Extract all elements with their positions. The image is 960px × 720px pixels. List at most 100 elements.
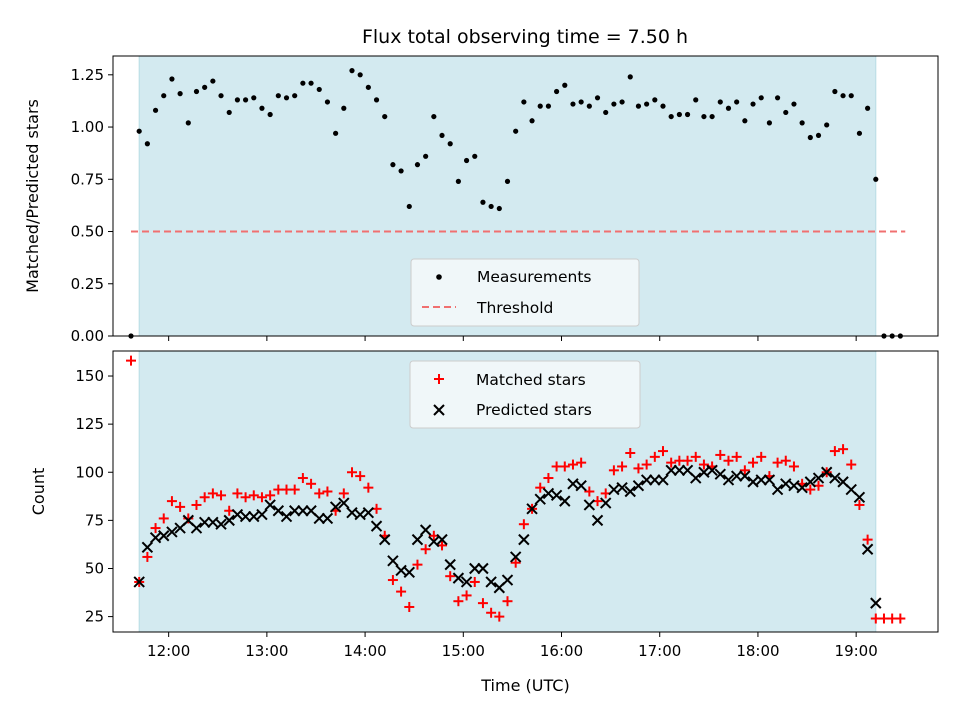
y-tick-label: 150 <box>75 367 104 385</box>
measurement-point <box>136 128 142 134</box>
predicted-star-point <box>501 574 514 586</box>
x-tick-label: 12:00 <box>147 642 190 660</box>
measurement-point <box>545 103 552 109</box>
predicted-star-point <box>428 535 440 548</box>
matched-star-point <box>895 613 906 624</box>
matched-star-point <box>322 486 333 497</box>
legend-measurements-label: Measurements <box>477 268 592 286</box>
legend-plus-glyph <box>434 374 444 384</box>
measurement-point <box>684 111 691 118</box>
measurement-point <box>431 113 437 120</box>
bottom-legend-box <box>409 360 641 429</box>
x-stroke <box>591 514 604 527</box>
measurement-point <box>447 141 453 147</box>
matched-star-point <box>559 461 570 472</box>
measurement-point <box>234 97 241 103</box>
y-tick-label: 1.00 <box>71 118 104 136</box>
predicted-star-point <box>460 576 473 588</box>
predicted-star-point <box>853 491 866 503</box>
predicted-star-point <box>518 533 530 546</box>
matched-star-point <box>846 459 857 470</box>
measurement-point <box>701 113 707 120</box>
matched-star-point <box>363 482 374 493</box>
predicted-star-point <box>665 464 677 477</box>
predicted-star-point <box>820 466 833 478</box>
measurement-point <box>218 93 224 99</box>
bottom-axes-frame <box>112 350 939 633</box>
y-tick-label: 50 <box>85 559 104 577</box>
measurement-points <box>128 68 903 339</box>
measurement-point <box>210 78 216 84</box>
x-stroke <box>804 476 817 488</box>
x-stroke <box>624 485 636 498</box>
predicted-star-point <box>870 597 882 609</box>
x-stroke <box>280 510 293 523</box>
measurement-point <box>226 109 232 116</box>
predicted-star-point <box>722 474 735 486</box>
x-stroke <box>370 520 383 532</box>
matched-star-point <box>854 499 865 510</box>
x-stroke <box>305 505 317 517</box>
bottom-panel: 25 50 75 100 125 150 12:00 13:00 14:00 15:00 16:0… <box>29 350 939 695</box>
x-stroke <box>673 464 686 477</box>
x-stroke <box>190 522 203 534</box>
measurement-point <box>349 68 355 74</box>
bottom-legend: Matched stars Predicted stars <box>409 360 641 429</box>
x-stroke <box>501 574 514 586</box>
x-stroke <box>436 533 448 546</box>
measurement-point <box>693 97 699 103</box>
matched-star-point <box>256 492 267 503</box>
x-tick-label: 19:00 <box>835 642 878 660</box>
predicted-star-point <box>788 480 800 492</box>
x-stroke <box>198 516 211 529</box>
matched-star-point <box>314 488 325 499</box>
predicted-star-point <box>509 551 522 563</box>
x-stroke <box>640 474 653 486</box>
measurement-point <box>373 97 380 103</box>
predicted-star-point <box>763 474 776 486</box>
measurement-point <box>644 101 650 107</box>
measurement-point <box>259 105 265 111</box>
matched-star-point <box>723 455 734 466</box>
matched-star-point <box>576 457 587 468</box>
y-tick-label: 0.75 <box>71 170 104 188</box>
matched-star-point <box>690 451 701 462</box>
matched-star-point <box>567 459 578 470</box>
predicted-star-point <box>231 508 244 521</box>
predicted-star-point <box>690 472 702 484</box>
x-stroke <box>722 474 735 486</box>
bottom-x-ticks: 12:00 13:00 14:00 15:00 16:00 17:00 18:00 19:00 <box>147 632 878 660</box>
legend-threshold-label: Threshold <box>476 299 553 317</box>
x-stroke <box>452 572 465 584</box>
matched-star-point <box>265 490 276 501</box>
measurement-point <box>414 162 421 168</box>
measurement-point <box>660 103 666 109</box>
x-stroke <box>559 495 571 507</box>
predicted-star-point <box>755 474 767 486</box>
x-stroke <box>313 512 325 525</box>
predicted-star-point <box>469 562 481 575</box>
x-stroke <box>141 541 154 554</box>
measurement-point <box>586 103 592 109</box>
measurement-point <box>635 103 642 109</box>
measurement-point <box>758 95 764 101</box>
top-y-axis-label: Matched/Predicted stars <box>23 99 42 293</box>
x-stroke <box>780 478 792 490</box>
x-stroke <box>861 543 874 555</box>
predicted-star-point <box>575 480 587 492</box>
x-stroke <box>812 472 825 484</box>
matched-star-point <box>387 575 398 586</box>
predicted-star-point <box>411 533 424 546</box>
measurement-point <box>439 132 445 139</box>
predicted-star-point <box>771 483 784 496</box>
matched-star-point <box>772 457 783 468</box>
predicted-star-point <box>133 576 145 588</box>
x-stroke <box>321 512 334 525</box>
matched-star-point <box>412 559 423 570</box>
predicted-star-point <box>477 562 489 575</box>
matched-star-point <box>862 534 873 545</box>
x-stroke <box>248 510 260 523</box>
predicted-star-point <box>207 516 219 529</box>
measurement-point <box>341 105 347 111</box>
matched-star-point <box>739 465 750 476</box>
